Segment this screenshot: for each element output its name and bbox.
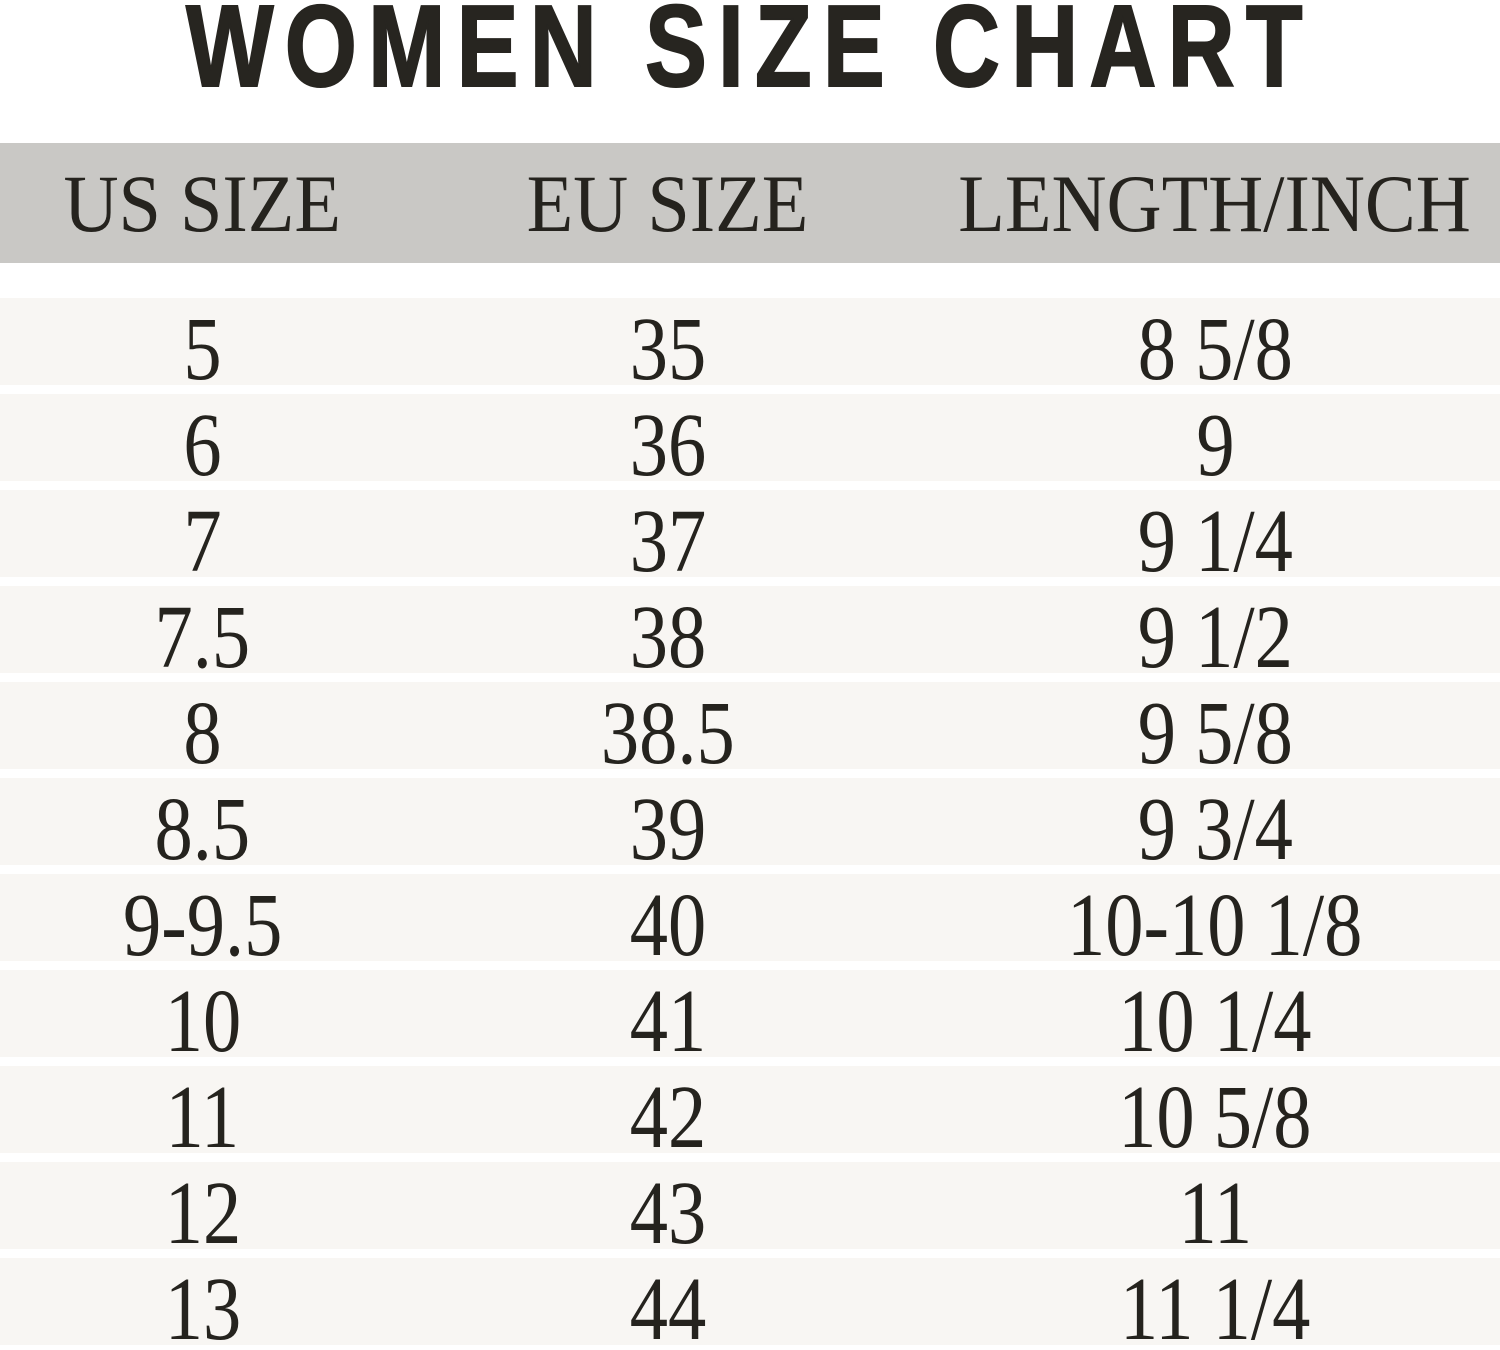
table-cell: 13: [0, 1258, 405, 1350]
table-row: 7.5 38 9 1/2: [0, 586, 1500, 683]
table-cell: 12: [0, 1162, 405, 1265]
header-cell-us-size: US SIZE: [0, 155, 405, 251]
cell-text: 12: [164, 1164, 241, 1263]
cell-text: 42: [629, 1068, 706, 1167]
table-cell: 11 1/4: [930, 1258, 1500, 1350]
table-cell: 11: [930, 1162, 1500, 1265]
table-header-row: US SIZE EU SIZE LENGTH/INCH: [0, 143, 1500, 263]
table-cell: 9-9.5: [0, 874, 405, 977]
table-row: 7 37 9 1/4: [0, 490, 1500, 587]
cell-text: 8.5: [154, 780, 251, 879]
table-cell: 9: [930, 394, 1500, 497]
table-row: 11 42 10 5/8: [0, 1066, 1500, 1163]
table-row: 5 35 8 5/8: [0, 298, 1500, 395]
table-cell: 6: [0, 394, 405, 497]
table-row: 13 44 11 1/4: [0, 1258, 1500, 1350]
table-cell: 44: [405, 1258, 930, 1350]
header-label-us-size: US SIZE: [63, 158, 342, 249]
cell-text: 8: [183, 684, 222, 783]
cell-text: 6: [183, 396, 222, 495]
cell-text: 40: [629, 876, 706, 975]
cell-text: 10 1/4: [1118, 972, 1312, 1071]
table-cell: 39: [405, 778, 930, 881]
table-row: 8 38.5 9 5/8: [0, 682, 1500, 779]
table-body: 5 35 8 5/8 6 36 9 7 37 9 1/4 7.5 38 9 1/2 8 38.5 9 5/8…: [0, 298, 1500, 1350]
header-cell-length-inch: LENGTH/INCH: [930, 155, 1500, 251]
header-label-eu-size: EU SIZE: [526, 158, 809, 249]
cell-text: 10-10 1/8: [1067, 876, 1363, 975]
header-label-length-inch: LENGTH/INCH: [958, 158, 1472, 249]
cell-text: 7.5: [154, 588, 251, 687]
cell-text: 5: [183, 300, 222, 399]
table-row: 10 41 10 1/4: [0, 970, 1500, 1067]
table-cell: 40: [405, 874, 930, 977]
table-cell: 35: [405, 298, 930, 401]
cell-text: 38: [629, 588, 706, 687]
cell-text: 36: [629, 396, 706, 495]
table-cell: 9 3/4: [930, 778, 1500, 881]
table-cell: 9 1/2: [930, 586, 1500, 689]
table-cell: 10 1/4: [930, 970, 1500, 1073]
cell-text: 9 3/4: [1137, 780, 1293, 879]
table-cell: 9 1/4: [930, 490, 1500, 593]
cell-text: 9-9.5: [122, 876, 283, 975]
table-cell: 7: [0, 490, 405, 593]
table-row: 8.5 39 9 3/4: [0, 778, 1500, 875]
table-cell: 8 5/8: [930, 298, 1500, 401]
cell-text: 37: [629, 492, 706, 591]
page-title: WOMEN SIZE CHART: [185, 0, 1314, 111]
cell-text: 11: [1178, 1164, 1252, 1263]
cell-text: 10 5/8: [1118, 1068, 1312, 1167]
table-cell: 8: [0, 682, 405, 785]
table-row: 9-9.5 40 10-10 1/8: [0, 874, 1500, 971]
table-cell: 37: [405, 490, 930, 593]
table-cell: 10: [0, 970, 405, 1073]
table-row: 6 36 9: [0, 394, 1500, 491]
table-row: 12 43 11: [0, 1162, 1500, 1259]
cell-text: 39: [629, 780, 706, 879]
cell-text: 9: [1195, 396, 1235, 495]
cell-text: 9 5/8: [1137, 684, 1293, 783]
table-cell: 41: [405, 970, 930, 1073]
cell-text: 35: [629, 300, 706, 399]
cell-text: 13: [164, 1260, 241, 1350]
table-cell: 10-10 1/8: [930, 874, 1500, 977]
table-cell: 8.5: [0, 778, 405, 881]
cell-text: 43: [629, 1164, 706, 1263]
cell-text: 11 1/4: [1119, 1260, 1311, 1350]
table-cell: 38.5: [405, 682, 930, 785]
table-cell: 42: [405, 1066, 930, 1169]
cell-text: 9 1/4: [1137, 492, 1293, 591]
cell-text: 38.5: [600, 684, 735, 783]
table-cell: 36: [405, 394, 930, 497]
cell-text: 11: [165, 1068, 240, 1167]
cell-text: 9 1/2: [1137, 588, 1293, 687]
cell-text: 8 5/8: [1137, 300, 1293, 399]
table-cell: 5: [0, 298, 405, 401]
table-cell: 43: [405, 1162, 930, 1265]
header-cell-eu-size: EU SIZE: [405, 155, 930, 251]
table-cell: 38: [405, 586, 930, 689]
table-cell: 10 5/8: [930, 1066, 1500, 1169]
page-title-area: WOMEN SIZE CHART: [0, 0, 1500, 143]
cell-text: 7: [183, 492, 222, 591]
cell-text: 44: [629, 1260, 706, 1350]
cell-text: 41: [629, 972, 706, 1071]
table-cell: 11: [0, 1066, 405, 1169]
table-cell: 9 5/8: [930, 682, 1500, 785]
cell-text: 10: [164, 972, 241, 1071]
table-cell: 7.5: [0, 586, 405, 689]
